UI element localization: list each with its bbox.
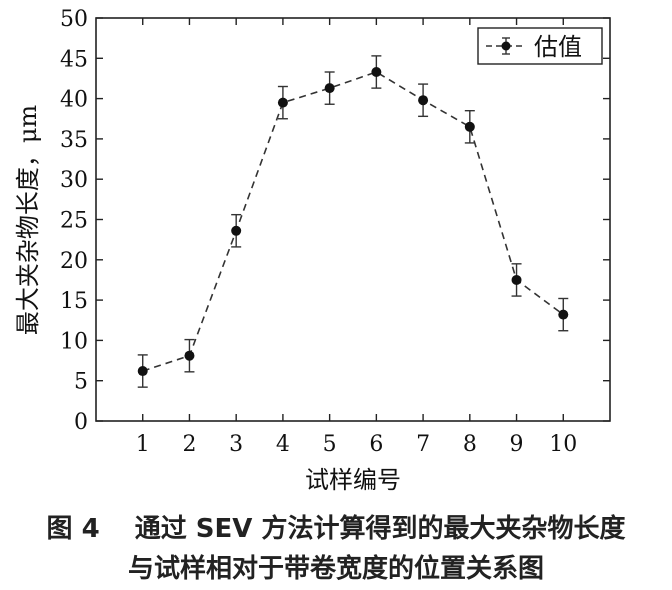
y-tick-label: 5: [74, 370, 88, 395]
y-tick-label: 20: [60, 249, 88, 274]
data-point: [371, 67, 382, 78]
legend-label: 估值: [534, 33, 582, 61]
x-tick-label: 2: [182, 432, 196, 457]
x-tick-label: 10: [549, 432, 577, 457]
y-tick-label: 15: [60, 289, 88, 314]
data-point: [277, 97, 288, 108]
data-point: [184, 350, 195, 361]
data-point: [558, 309, 569, 320]
legend-marker: [501, 41, 511, 51]
x-tick-label: 9: [510, 432, 524, 457]
y-axis-ticks: 0 5 10 15 20 25 30 35 40 45 50: [60, 7, 610, 435]
data-point: [418, 95, 429, 106]
figure-caption-line-1: 图 4 通过 SEV 方法计算得到的最大夹杂物长度: [46, 514, 626, 544]
y-tick-label: 0: [74, 410, 88, 435]
y-tick-label: 40: [60, 88, 88, 113]
figure-caption-line-2: 与试样相对于带卷宽度的位置关系图: [127, 554, 544, 584]
x-axis-ticks: 1 2 3 4 5 6 7 8 9 10: [136, 18, 577, 457]
data-point: [137, 366, 148, 377]
y-tick-label: 45: [60, 47, 88, 72]
plot-frame: [95, 17, 611, 422]
x-tick-label: 3: [229, 432, 243, 457]
y-axis-title: 最大夹杂物长度，μm: [14, 105, 42, 336]
y-tick-label: 35: [60, 128, 88, 153]
legend: 估值: [477, 27, 603, 65]
y-tick-label: 30: [60, 168, 88, 193]
y-tick-label: 25: [60, 209, 88, 234]
x-tick-label: 6: [369, 432, 383, 457]
x-tick-label: 4: [276, 432, 290, 457]
series-layer: [137, 55, 569, 388]
data-point: [464, 121, 475, 132]
y-tick-label: 10: [60, 329, 88, 354]
series-line: [142, 71, 564, 372]
data-point: [324, 83, 335, 94]
x-tick-label: 7: [416, 432, 430, 457]
x-tick-label: 5: [323, 432, 337, 457]
x-tick-label: 8: [463, 432, 477, 457]
data-point: [231, 225, 242, 236]
x-tick-label: 1: [136, 432, 150, 457]
x-axis-title: 试样编号: [305, 466, 401, 494]
data-point: [511, 274, 522, 285]
y-tick-label: 50: [60, 7, 88, 32]
